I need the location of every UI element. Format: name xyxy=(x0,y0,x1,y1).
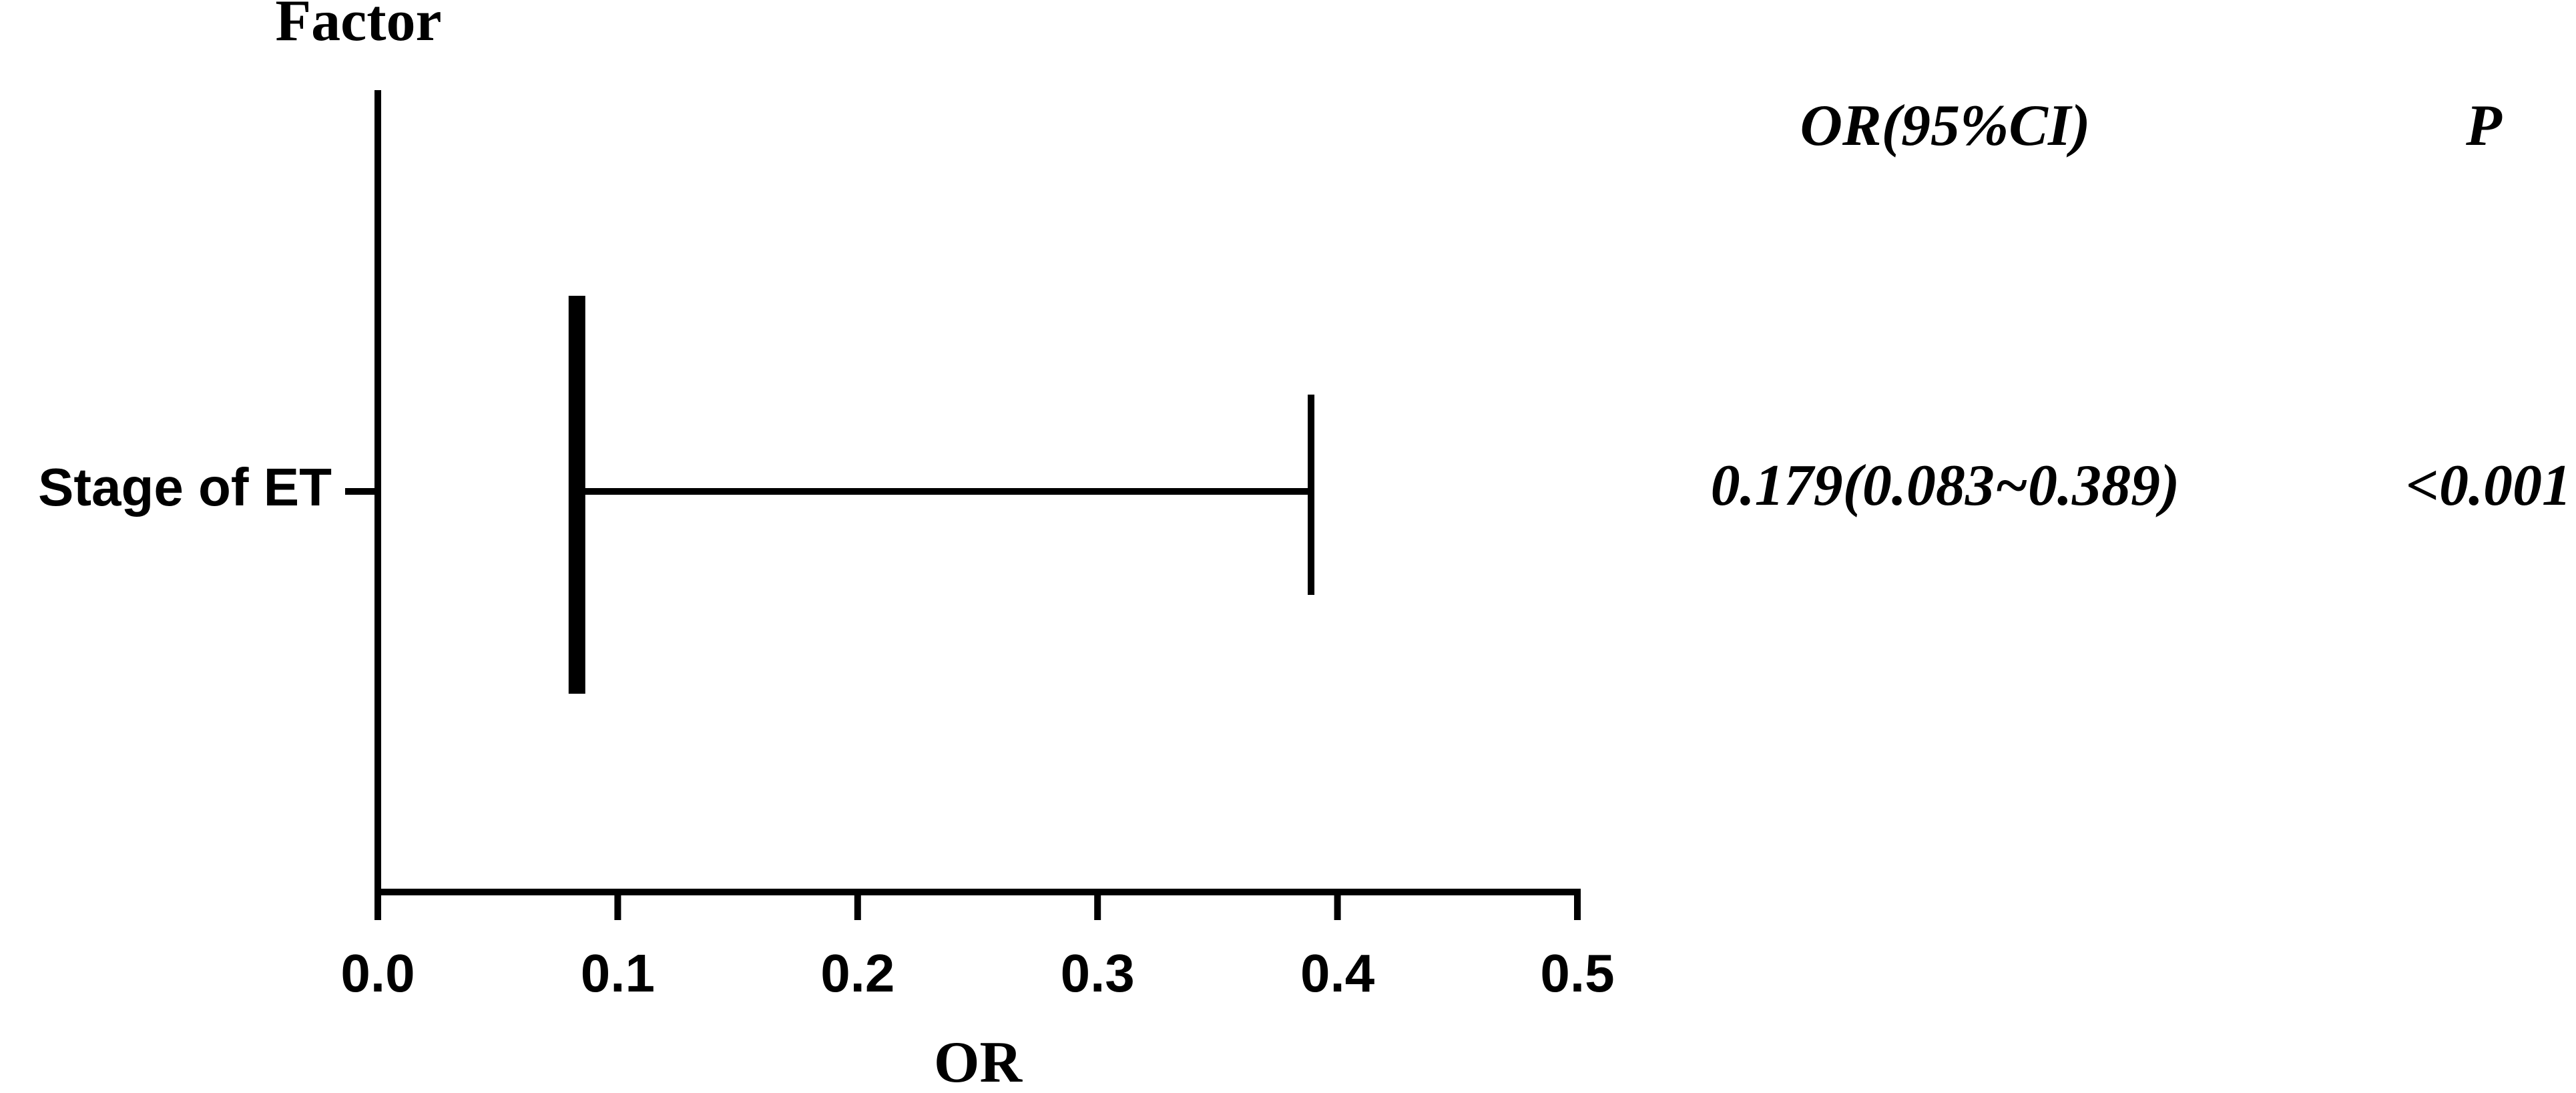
x-tick-label: 0.4 xyxy=(1300,943,1375,1003)
x-tick-label: 0.3 xyxy=(1061,943,1135,1003)
column-header: P xyxy=(2465,93,2503,158)
x-tick-label: 0.2 xyxy=(820,943,894,1003)
x-axis-label: OR xyxy=(934,1030,1023,1093)
chart-title: Factor xyxy=(275,0,441,53)
or-ci-text: 0.179(0.083~0.389) xyxy=(1711,453,2180,518)
p-text: <0.001 xyxy=(2406,453,2571,518)
x-tick-label: 0.0 xyxy=(340,943,415,1003)
x-tick-label: 0.5 xyxy=(1540,943,1614,1003)
column-header: OR(95%CI) xyxy=(1800,93,2090,158)
x-tick-label: 0.1 xyxy=(581,943,655,1003)
row-label: Stage of ET xyxy=(38,457,332,517)
